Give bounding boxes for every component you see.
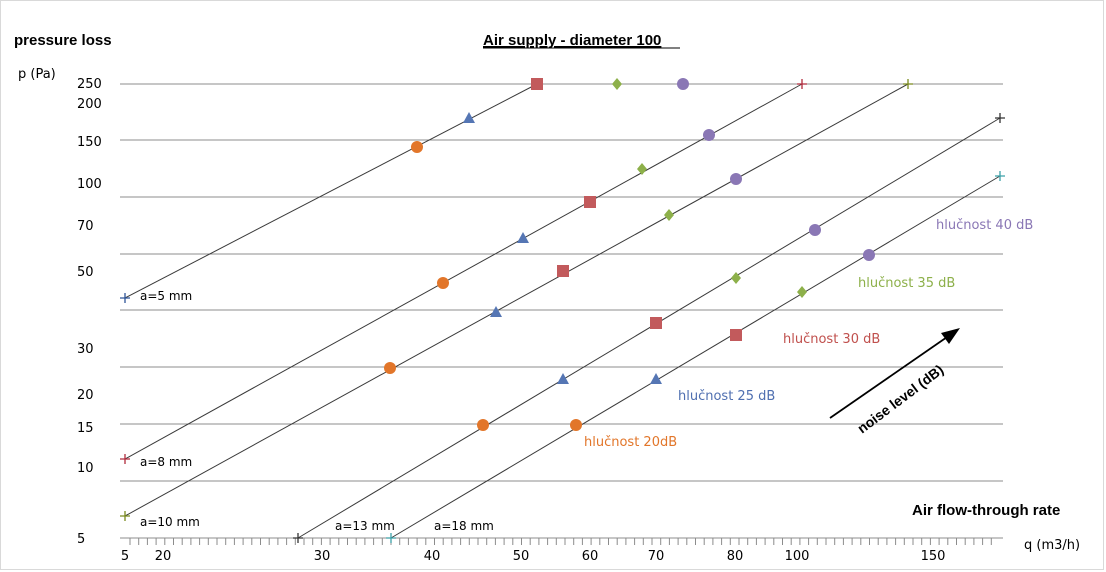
x-tick-label: 20: [155, 549, 172, 564]
y-tick-labels: 250 200 150 100 70 50 30 20 15 10 5: [77, 77, 102, 547]
y-axis-title: pressure loss: [14, 32, 112, 49]
y-tick-label: 200: [77, 97, 102, 112]
noise-markers: [384, 78, 875, 431]
noise-marker: [703, 129, 715, 141]
noise-marker: [730, 173, 742, 185]
y-tick-label: 15: [77, 421, 94, 436]
noise-marker: [730, 329, 742, 341]
noise-marker: [557, 265, 569, 277]
noise-marker: [809, 224, 821, 236]
noise-marker: [650, 317, 662, 329]
y-tick-label: 70: [77, 219, 94, 234]
noise-marker: [570, 419, 582, 431]
line-label-a5: a=5 mm: [140, 289, 192, 303]
x-tick-label: 5: [121, 549, 129, 564]
x-tick-label: 150: [921, 549, 946, 564]
x-tick-label: 40: [424, 549, 441, 564]
pressure-lines: [120, 79, 1005, 543]
noise-marker: [557, 373, 569, 384]
y-tick-label: 30: [77, 342, 94, 357]
line-endpoint-marker: [386, 533, 396, 543]
chart-title: Air supply - diameter 100: [483, 32, 661, 49]
noise-marker: [863, 249, 875, 261]
y-tick-label: 150: [77, 135, 102, 150]
y-tick-label: 250: [77, 77, 102, 92]
line-label-a10: a=10 mm: [140, 515, 200, 529]
series-label-40db: hlučnost 40 dB: [936, 218, 1033, 233]
noise-marker: [731, 272, 741, 284]
noise-marker: [531, 78, 543, 90]
y-tick-label: 100: [77, 177, 102, 192]
x-tick-label: 80: [727, 549, 744, 564]
noise-marker: [437, 277, 449, 289]
line-endpoint-marker: [293, 533, 303, 543]
noise-marker: [517, 232, 529, 243]
line-label-a13: a=13 mm: [335, 519, 395, 533]
line-endpoint-marker: [797, 79, 807, 89]
line-label-a18: a=18 mm: [434, 519, 494, 533]
pressure-line: [390, 175, 1001, 539]
noise-level-arrowhead: [941, 328, 960, 344]
noise-marker: [650, 373, 662, 384]
grid-lines: [120, 83, 1003, 482]
noise-marker: [411, 141, 423, 153]
y-axis-unit-label: p (Pa): [18, 67, 56, 82]
noise-marker: [612, 78, 622, 90]
noise-marker: [664, 209, 674, 221]
x-tick-label: 50: [513, 549, 530, 564]
series-label-25db: hlučnost 25 dB: [678, 389, 775, 404]
noise-marker: [463, 112, 475, 123]
y-tick-label: 5: [77, 532, 85, 547]
x-tick-label: 100: [785, 549, 810, 564]
pressure-line: [124, 83, 803, 460]
series-label-20db: hlučnost 20dB: [584, 435, 677, 450]
line-label-a8: a=8 mm: [140, 455, 192, 469]
noise-level-arrow: [829, 334, 951, 419]
y-tick-label: 10: [77, 461, 94, 476]
pressure-line: [124, 83, 538, 299]
x-tick-labels: 5 20 30 40 50 60 70 80 100 150: [121, 549, 946, 564]
x-tick-label: 60: [582, 549, 599, 564]
pressure-line: [124, 83, 909, 517]
y-tick-label: 50: [77, 265, 94, 280]
line-endpoint-marker: [120, 454, 130, 464]
noise-marker: [797, 286, 807, 298]
noise-marker: [637, 163, 647, 175]
x-tick-label: 30: [314, 549, 331, 564]
line-endpoint-marker: [995, 171, 1005, 181]
series-label-30db: hlučnost 30 dB: [783, 332, 880, 347]
noise-marker: [490, 306, 502, 317]
line-endpoint-marker: [120, 293, 130, 303]
x-axis: [120, 537, 1003, 545]
line-endpoint-marker: [903, 79, 913, 89]
line-endpoint-marker: [995, 113, 1005, 123]
y-tick-label: 20: [77, 388, 94, 403]
noise-marker: [584, 196, 596, 208]
x-axis-unit-label: q (m3/h): [1024, 538, 1080, 553]
noise-marker: [384, 362, 396, 374]
noise-marker: [677, 78, 689, 90]
noise-level-label: noise level (dB): [854, 361, 946, 436]
pressure-line: [297, 117, 1001, 539]
series-label-35db: hlučnost 35 dB: [858, 276, 955, 291]
line-endpoint-marker: [120, 511, 130, 521]
x-axis-title: Air flow-through rate: [912, 502, 1060, 519]
noise-marker: [477, 419, 489, 431]
x-tick-label: 70: [648, 549, 665, 564]
